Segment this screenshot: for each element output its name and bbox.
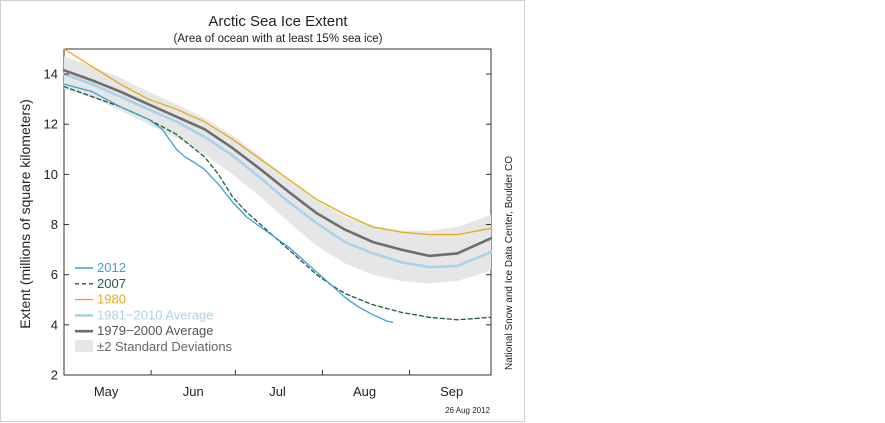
legend-entry-band: ±2 Standard Deviations xyxy=(97,339,233,354)
chart-subtitle: (Area of ocean with at least 15% sea ice… xyxy=(173,33,382,45)
legend-entry: 1979−2000 Average xyxy=(97,323,214,338)
legend-entry: 1980 xyxy=(97,292,126,307)
date-stamp: 26 Aug 2012 xyxy=(445,406,490,415)
x-month-label: Jun xyxy=(183,384,204,399)
x-month-label: May xyxy=(94,384,119,399)
credit-text: National Snow and Ice Data Center, Bould… xyxy=(504,156,515,370)
legend-entry: 2012 xyxy=(97,260,126,275)
chart-title: Arctic Sea Ice Extent xyxy=(208,13,348,30)
x-month-label: Jul xyxy=(269,384,286,399)
y-tick-label: 12 xyxy=(44,117,58,132)
legend-swatch-band xyxy=(75,340,93,352)
x-month-label: Aug xyxy=(353,384,376,399)
x-month-label: Sep xyxy=(440,384,463,399)
chart-svg: Arctic Sea Ice Extent (Area of ocean wit… xyxy=(17,13,515,415)
series-layer xyxy=(62,48,493,323)
series-line-1980 xyxy=(63,48,492,236)
y-tick-label: 2 xyxy=(51,368,58,383)
legend-entry: 1981−2010 Average xyxy=(97,307,214,322)
y-tick-label: 10 xyxy=(44,167,58,182)
series-line-2012 xyxy=(63,83,394,323)
series-line-1979-2000-average xyxy=(62,69,493,258)
y-axis: 2 4 6 8 10 12 14 xyxy=(44,67,491,383)
legend-entry: 2007 xyxy=(97,276,126,291)
x-axis: May Jun Jul Aug Sep xyxy=(94,370,463,399)
y-axis-label: Extent (millions of square kilometers) xyxy=(17,99,33,329)
y-tick-label: 6 xyxy=(51,267,58,282)
y-tick-label: 4 xyxy=(51,317,58,332)
y-tick-label: 8 xyxy=(51,217,58,232)
y-tick-label: 14 xyxy=(44,67,58,82)
chart-frame: Arctic Sea Ice Extent (Area of ocean wit… xyxy=(0,0,525,422)
series-line-1981-2010-average xyxy=(62,72,493,269)
